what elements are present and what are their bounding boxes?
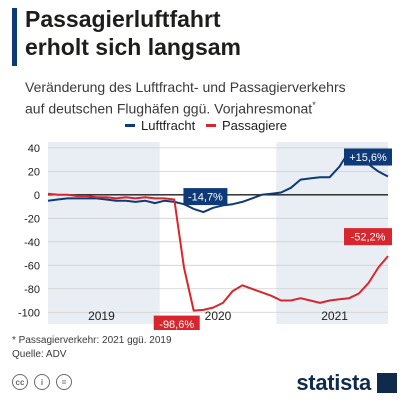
cc-icon[interactable]: cc — [12, 374, 28, 390]
subtitle-line-2: auf deutschen Flughäfen ggü. Vorjahresmo… — [25, 96, 395, 118]
callout-box — [344, 228, 392, 246]
title-line-2: erholt sich langsam — [25, 34, 242, 60]
series-line-luftfracht — [47, 150, 389, 214]
x-year-label: 2021 — [321, 309, 348, 323]
statista-logo[interactable]: statista — [296, 370, 371, 395]
legend-label-passagiere: Passagiere — [222, 118, 288, 133]
page-title: Passagierluftfahrt erholt sich langsam — [25, 5, 395, 61]
y-tick-label: -100 — [18, 307, 40, 319]
chart-legend: Luftfracht Passagiere — [0, 118, 405, 136]
y-tick-label: -40 — [24, 237, 40, 249]
footer: cc i = statista — [12, 370, 397, 398]
legend-swatch-passagiere — [206, 124, 216, 127]
legend-swatch-luftfracht — [125, 124, 135, 127]
callout-label: -98,6% — [159, 319, 194, 330]
subtitle: Veränderung des Luftfracht- und Passagie… — [25, 78, 395, 118]
legend-label-luftfracht: Luftfracht — [141, 118, 196, 133]
accent-bar — [12, 8, 17, 66]
x-year-label: 2020 — [205, 309, 232, 323]
footnote: * Passagierverkehr: 2021 ggü. 2019 Quell… — [12, 334, 172, 362]
y-tick-label: 20 — [28, 166, 40, 178]
legend-item-luftfracht: Luftfracht — [125, 118, 195, 133]
callout-box — [183, 188, 228, 206]
callout-box — [153, 315, 200, 330]
legend-item-passagiere: Passagiere — [206, 118, 287, 133]
year-band-2019 — [48, 142, 160, 324]
title-line-1: Passagierluftfahrt — [25, 6, 221, 32]
callout-label: -14,7% — [188, 192, 223, 204]
by-icon[interactable]: i — [34, 374, 50, 390]
subtitle-line-1: Veränderung des Luftfracht- und Passagie… — [25, 79, 346, 95]
series-line-passagiere — [47, 192, 389, 312]
y-tick-label: 0 — [34, 190, 40, 202]
statista-logo-mark — [377, 373, 397, 393]
line-chart: 40 20 0 -20 -40 -60 -80 -100 2019 2020 2021 +15,6% -… — [18, 142, 392, 330]
callout-label: -52,2% — [351, 232, 386, 244]
subtitle-line-2-text: auf deutschen Flughäfen ggü. Vorjahresmo… — [25, 100, 313, 117]
nd-icon[interactable]: = — [56, 374, 72, 390]
x-year-label: 2019 — [88, 309, 115, 323]
callout-box — [344, 148, 392, 166]
y-tick-label: -80 — [24, 284, 40, 296]
y-tick-label: -60 — [24, 260, 40, 272]
subtitle-footnote-mark: * — [312, 100, 316, 110]
y-tick-label: -20 — [24, 213, 40, 225]
footnote-text: * Passagierverkehr: 2021 ggü. 2019 — [12, 335, 172, 346]
source-text: Quelle: ADV — [12, 349, 67, 360]
y-tick-label: 40 — [28, 143, 40, 155]
callout-label: +15,6% — [349, 152, 387, 164]
